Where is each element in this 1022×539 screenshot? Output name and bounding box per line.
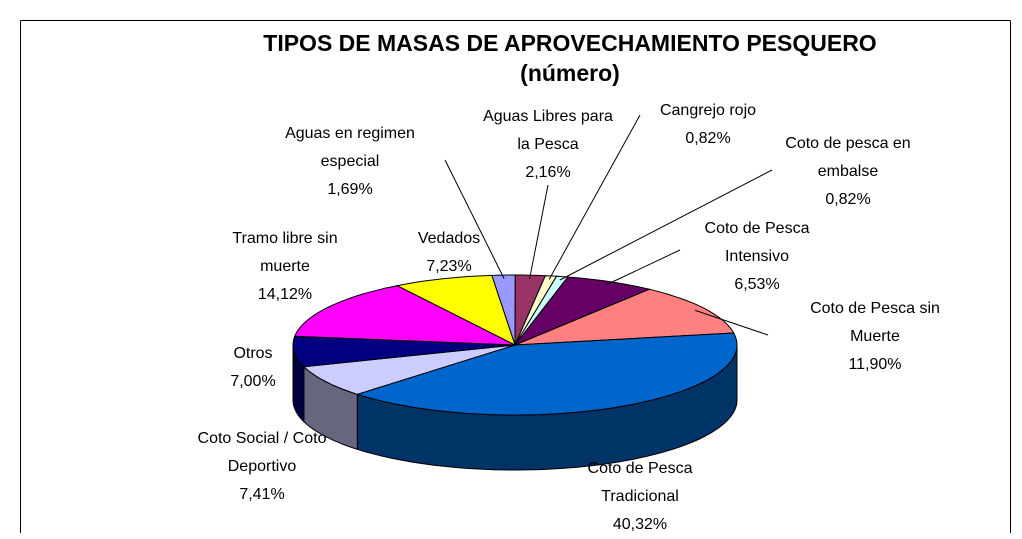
- pie-slice: [395, 274, 516, 346]
- data-label: Coto de Pesca Intensivo 6,53%: [697, 215, 817, 299]
- leader-line: [559, 169, 773, 281]
- chart-title: TIPOS DE MASAS DE APROVECHAMIENTO PESQUE…: [263, 30, 877, 56]
- data-label: Coto de Pesca Tradicional 40,32%: [580, 455, 700, 539]
- category-label: Tramo libre sin muerte: [232, 230, 338, 275]
- data-label: Coto de pesca en embalse 0,82%: [778, 130, 918, 214]
- pie-slice: [514, 288, 735, 346]
- value-label: 0,82%: [825, 191, 871, 208]
- value-label: 40,32%: [612, 516, 668, 533]
- category-label: Aguas Libres para la Pesca: [483, 108, 613, 153]
- value-label: 6,53%: [734, 276, 780, 293]
- pie-slice: [355, 332, 738, 416]
- category-label: Coto de Pesca Tradicional: [587, 460, 693, 505]
- value-label: 7,41%: [239, 486, 285, 503]
- value-label: 7,23%: [426, 258, 472, 275]
- value-label: 0,82%: [685, 130, 731, 147]
- category-label: Vedados: [417, 230, 481, 247]
- value-label: 2,16%: [525, 164, 571, 181]
- leader-line: [605, 249, 681, 286]
- category-label: Cangrejo rojo: [659, 102, 757, 119]
- category-label: Aguas en regimen especial: [285, 125, 415, 170]
- pie-slice: [293, 285, 516, 346]
- pie-slice: [513, 276, 652, 347]
- data-label: Cangrejo rojo 0,82%: [643, 97, 773, 153]
- category-label: Coto de Pesca sin Muerte: [810, 300, 940, 345]
- category-label: Coto de Pesca Intensivo: [704, 220, 810, 265]
- data-label: Vedados 7,23%: [409, 225, 489, 281]
- leader-line: [695, 309, 769, 336]
- value-label: 7,00%: [230, 373, 276, 390]
- leader-line: [444, 159, 505, 279]
- data-label: Otros 7,00%: [213, 340, 293, 396]
- data-label: Aguas en regimen especial 1,69%: [275, 120, 425, 204]
- data-label: Tramo libre sin muerte 14,12%: [223, 225, 348, 309]
- value-label: 1,69%: [327, 181, 373, 198]
- data-label: Coto de Pesca sin Muerte 11,90%: [803, 295, 948, 379]
- leader-line: [529, 184, 549, 279]
- pie-slice: [302, 344, 516, 395]
- chart-subtitle: (número): [520, 60, 620, 86]
- data-label: Coto Social / Coto Deportivo 7,41%: [187, 425, 337, 509]
- category-label: Coto de pesca en embalse: [785, 135, 911, 180]
- pie-slice: [292, 335, 516, 368]
- leader-line: [548, 114, 641, 280]
- data-label: Aguas Libres para la Pesca 2,16%: [476, 103, 621, 187]
- category-label: Coto Social / Coto Deportivo: [197, 430, 327, 475]
- value-label: 14,12%: [257, 286, 313, 303]
- category-label: Otros: [233, 345, 273, 362]
- value-label: 11,90%: [848, 356, 902, 373]
